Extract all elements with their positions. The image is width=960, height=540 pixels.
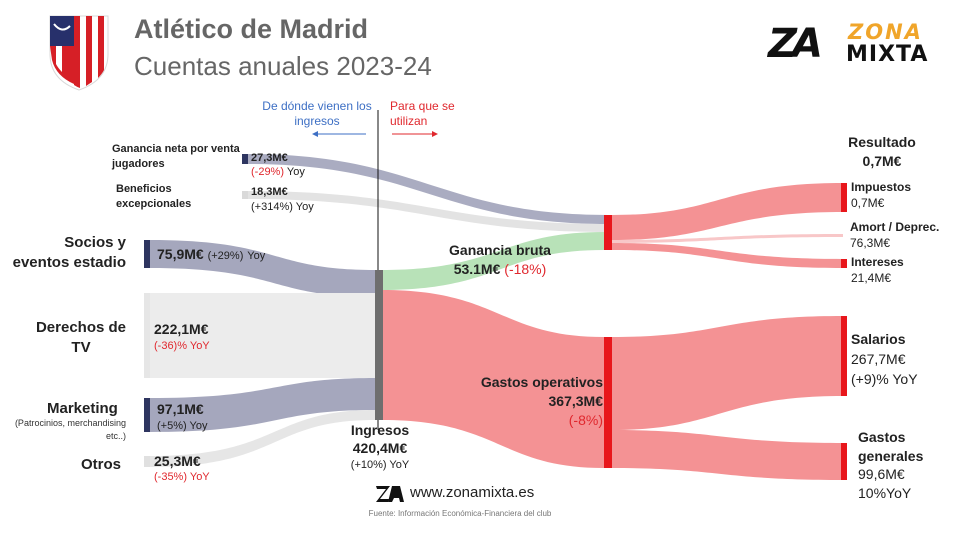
sublabel-marketing: (Patrocinios, merchandising etc..) [14, 418, 126, 441]
flow-tv-to-ingresos [147, 293, 375, 378]
flow-ingresos-to-ganancia-bruta [382, 232, 604, 290]
node-salarios [841, 316, 847, 396]
change-marketing: (+5%) Yoy [157, 420, 208, 432]
label-salarios: Salarios [851, 331, 906, 347]
left-arrow [312, 131, 366, 137]
flow-ganancia-to-amort [612, 234, 843, 243]
value-intereses: 21,4M€ [851, 271, 892, 285]
node-intereses [841, 259, 847, 268]
brand-zona: ZONA [848, 20, 923, 44]
change-otros: (-35%) YoY [154, 471, 210, 483]
node-marketing [144, 398, 150, 432]
node-excepcionales [242, 191, 248, 199]
node-impuestos [841, 183, 847, 212]
label-amort: Amort / Deprec. [850, 220, 940, 234]
change-ingresos: (+10%) YoY [350, 459, 410, 471]
label-gastos-operativos: Gastos operativos [480, 374, 603, 390]
value-gastos-operativos: 367,3M€ [548, 393, 603, 409]
zona-mixta-logo: ZA ZONA MIXTA [768, 20, 928, 68]
guide-left: De dónde vienen los ingresos [262, 99, 372, 128]
page-title: Atlético de Madrid [134, 14, 369, 44]
value-tv: 222,1M€ [154, 321, 209, 337]
label-intereses: Intereses [851, 255, 904, 269]
flow-ganancia-to-intereses [612, 243, 843, 268]
node-otros [144, 456, 150, 467]
label-impuestos: Impuestos [851, 180, 912, 194]
value-excepcionales: 18,3M€ [251, 186, 288, 198]
label-marketing: Marketing [47, 400, 118, 417]
label-socios: Socios y eventos estadio [12, 234, 126, 271]
flow-jugadores-to-ganancia [247, 154, 608, 224]
flow-ganancia-to-impuestos [612, 183, 843, 240]
change-salarios: (+9)% YoY [851, 371, 918, 387]
footer-source: Fuente: Información Económica-Financiera… [368, 509, 552, 518]
flow-marketing-to-ingresos [150, 378, 375, 432]
node-socios [144, 240, 150, 268]
value-marketing: 97,1M€ [157, 401, 204, 417]
guide-right: Para que se utilizan [390, 99, 455, 128]
flow-otros-to-ingresos [150, 410, 375, 467]
za-mark-icon: ZA [768, 21, 823, 67]
node-ingresos [375, 270, 383, 420]
change-jugadores: (-29%) Yoy [251, 166, 305, 178]
flow-ingresos-to-gastos-operativos [382, 290, 604, 468]
change-gastos-operativos: (-8%) [568, 412, 603, 428]
footer-website[interactable]: www.zonamixta.es [410, 484, 535, 501]
node-tv [144, 293, 150, 378]
label-otros: Otros [81, 456, 122, 473]
label-resultado: Resultado [848, 134, 916, 150]
brand-mixta: MIXTA [846, 42, 929, 67]
flow-gastos-to-generales [612, 430, 843, 480]
flow-gastos-to-salarios [612, 316, 843, 430]
value-otros: 25,3M€ [154, 453, 201, 469]
value-ingresos: 420,4M€ [352, 440, 408, 456]
value-amort: 76,3M€ [850, 236, 891, 250]
flow-excepcionales-to-ganancia [247, 191, 608, 232]
page-subtitle: Cuentas anuales 2023-24 [134, 51, 432, 81]
node-jugadores [242, 154, 248, 164]
value-resultado: 0,7M€ [862, 153, 902, 169]
change-excepcionales: (+314%) Yoy [251, 201, 314, 213]
label-gastos-generales: Gastos generales [858, 429, 924, 464]
change-tv: (-36)% YoY [154, 340, 210, 352]
label-excepcionales: Beneficios excepcionales [116, 183, 192, 210]
node-gastos-operativos [604, 337, 612, 468]
label-jugadores: Ganancia neta por venta jugadores [112, 143, 240, 170]
flow-socios-to-ingresos [150, 240, 375, 297]
node-ganancia-bruta [604, 215, 612, 250]
value-socios: 75,9M€ (+29%) Yoy [157, 246, 266, 262]
value-ganancia-bruta: 53.1M€ (-18%) [453, 261, 547, 277]
value-impuestos: 0,7M€ [851, 196, 885, 210]
value-jugadores: 27,3M€ [251, 152, 288, 164]
label-ganancia-bruta: Ganancia bruta [449, 242, 551, 258]
node-gastos-generales [841, 443, 847, 480]
atletico-crest-icon [49, 15, 109, 91]
value-gastos-generales: 99,6M€ [858, 466, 905, 482]
label-ingresos: Ingresos [350, 422, 410, 438]
label-tv: Derechos de TV [35, 319, 127, 356]
value-salarios: 267,7M€ [851, 351, 906, 367]
change-gastos-generales: 10%YoY [858, 485, 912, 501]
za-footer-icon [376, 486, 404, 502]
right-arrow [392, 131, 438, 137]
